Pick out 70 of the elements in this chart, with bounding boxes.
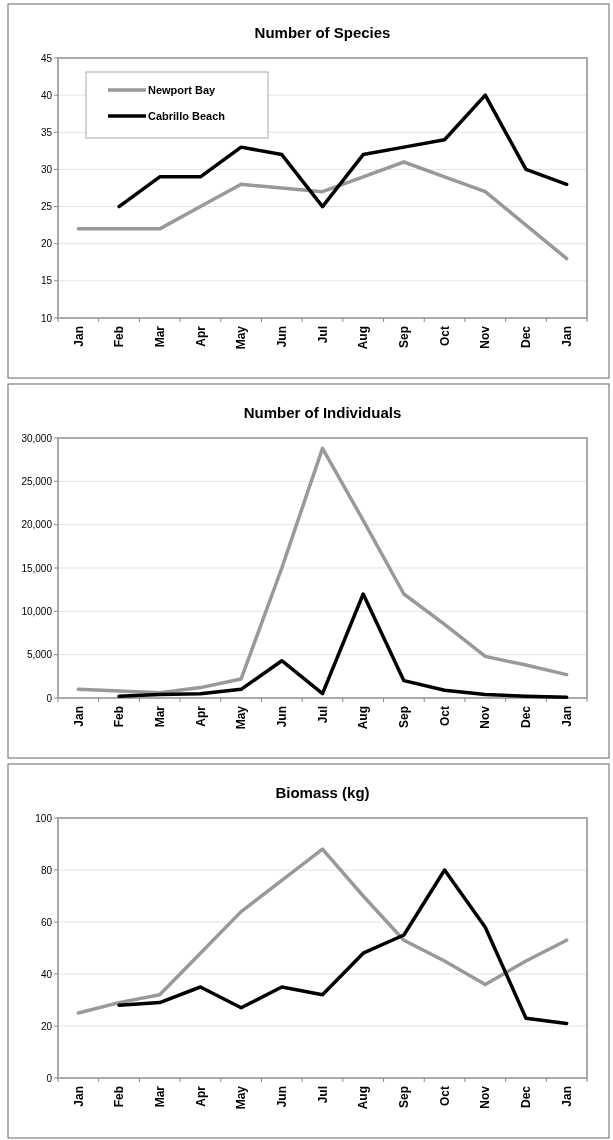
x-tick-label: Mar (152, 325, 167, 348)
x-tick-label: Jun (275, 326, 290, 348)
x-tick-label: Oct (437, 706, 452, 727)
x-tick-label: Jun (275, 706, 290, 728)
legend-label: Cabrillo Beach (148, 109, 226, 122)
x-tick-label: Feb (112, 706, 127, 728)
y-tick-label: 15 (40, 275, 53, 287)
x-tick-label: Oct (437, 326, 452, 347)
chart-title: Biomass (kg) (275, 784, 370, 801)
x-tick-label: Mar (152, 705, 167, 728)
chart-title: Number of Species (254, 24, 391, 41)
x-tick-label: Jul (315, 706, 330, 724)
x-tick-label: Apr (193, 705, 208, 727)
y-tick-label: 5,000 (26, 649, 53, 661)
line-series (76, 160, 569, 261)
y-tick-label: 20 (40, 238, 53, 250)
x-tick-label: Nov (478, 705, 493, 729)
y-tick-label: 0 (46, 1072, 53, 1084)
y-tick-label: 30,000 (21, 432, 53, 444)
x-tick-label: Sep (397, 1086, 412, 1109)
y-tick-label: 15,000 (21, 562, 53, 574)
y-tick-label: 100 (35, 812, 53, 824)
x-tick-label: Apr (193, 325, 208, 347)
y-tick-label: 25 (40, 201, 53, 213)
x-tick-label: Sep (397, 706, 412, 729)
y-tick-label: 10 (40, 312, 53, 324)
x-tick-label: Nov (478, 1085, 493, 1109)
x-tick-label: Sep (397, 326, 412, 349)
y-tick-label: 35 (40, 126, 53, 138)
legend-label: Newport Bay (148, 83, 217, 96)
x-tick-label: Jan (559, 1086, 574, 1107)
x-tick-label: May (234, 1085, 249, 1110)
y-tick-label: 25,000 (21, 475, 53, 487)
x-tick-label: Aug (356, 706, 371, 730)
chart-title: Number of Individuals (243, 404, 402, 421)
x-tick-label: Feb (112, 326, 127, 348)
x-tick-label: Mar (152, 1085, 167, 1108)
x-tick-label: Dec (519, 705, 534, 729)
x-tick-label: May (234, 325, 249, 350)
x-tick-label: Jan (559, 326, 574, 347)
x-tick-label: Aug (356, 326, 371, 350)
x-tick-label: Jan (71, 326, 86, 347)
x-tick-label: Feb (112, 1086, 127, 1108)
x-tick-label: Jun (275, 1086, 290, 1108)
y-tick-label: 10,000 (21, 605, 53, 617)
x-tick-label: Dec (519, 325, 534, 349)
y-tick-label: 45 (40, 52, 53, 64)
y-tick-label: 40 (40, 968, 53, 980)
x-tick-label: Aug (356, 1086, 371, 1110)
line-series (76, 446, 569, 695)
y-tick-label: 60 (40, 916, 53, 928)
x-tick-label: Apr (193, 1085, 208, 1107)
x-tick-label: Jan (71, 706, 86, 727)
x-tick-label: Jul (315, 1086, 330, 1104)
y-tick-label: 80 (40, 864, 53, 876)
line-series (117, 868, 569, 1026)
x-tick-label: Oct (437, 1086, 452, 1107)
x-tick-label: Jul (315, 326, 330, 344)
y-tick-label: 0 (46, 692, 53, 704)
line-series (117, 592, 569, 699)
y-tick-label: 20,000 (21, 519, 53, 531)
x-tick-label: Jan (559, 706, 574, 727)
x-tick-label: Nov (478, 325, 493, 349)
line-series (76, 847, 569, 1015)
y-tick-label: 30 (40, 163, 53, 175)
x-tick-label: May (234, 705, 249, 730)
x-tick-label: Jan (71, 1086, 86, 1107)
y-tick-label: 40 (40, 89, 53, 101)
y-tick-label: 20 (40, 1020, 53, 1032)
x-tick-label: Dec (519, 1085, 534, 1109)
